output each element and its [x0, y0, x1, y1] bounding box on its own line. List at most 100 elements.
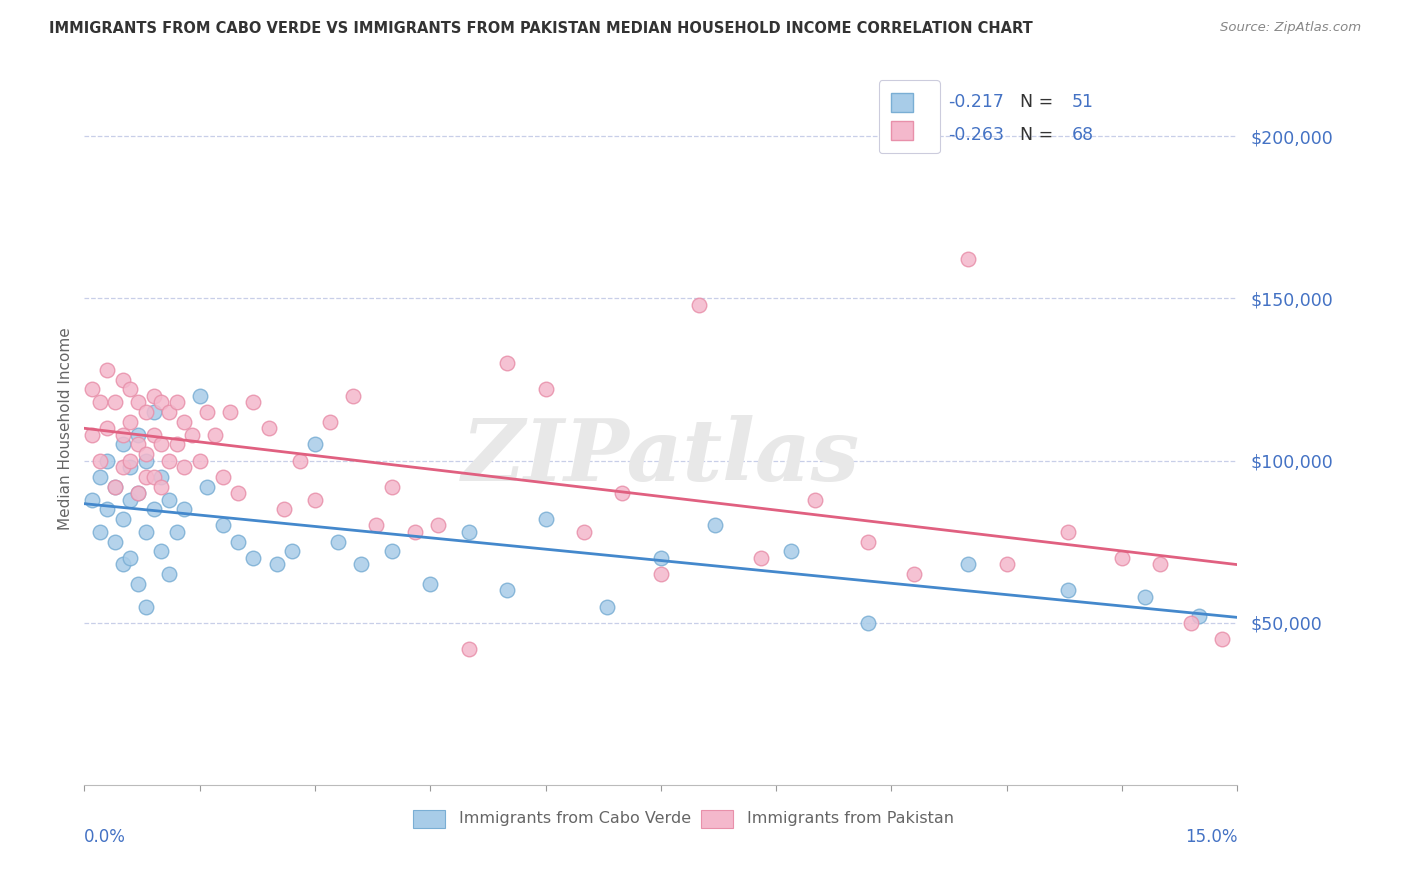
Text: -0.217: -0.217 — [948, 93, 1004, 111]
Point — [242, 550, 264, 565]
Point — [104, 395, 127, 409]
Point — [127, 395, 149, 409]
Text: R =: R = — [893, 127, 931, 145]
Point — [157, 492, 180, 507]
Point — [135, 470, 157, 484]
Point — [135, 524, 157, 539]
Point — [120, 550, 142, 565]
Point — [749, 550, 772, 565]
Point — [166, 395, 188, 409]
Text: IMMIGRANTS FROM CABO VERDE VS IMMIGRANTS FROM PAKISTAN MEDIAN HOUSEHOLD INCOME C: IMMIGRANTS FROM CABO VERDE VS IMMIGRANTS… — [49, 21, 1033, 36]
Text: 68: 68 — [1071, 127, 1094, 145]
Point — [89, 470, 111, 484]
Point — [457, 641, 479, 656]
Point — [404, 524, 426, 539]
Point — [104, 479, 127, 493]
Text: Source: ZipAtlas.com: Source: ZipAtlas.com — [1220, 21, 1361, 34]
Point — [120, 460, 142, 475]
Point — [104, 479, 127, 493]
Point — [612, 486, 634, 500]
Point — [142, 427, 165, 442]
Point — [120, 382, 142, 396]
Point — [496, 583, 519, 598]
Point — [111, 372, 134, 386]
Point — [89, 453, 111, 467]
Y-axis label: Median Household Income: Median Household Income — [58, 326, 73, 530]
Point — [80, 382, 103, 396]
Point — [127, 486, 149, 500]
Point — [120, 453, 142, 467]
Point — [135, 453, 157, 467]
Text: 15.0%: 15.0% — [1185, 828, 1237, 846]
Point — [288, 453, 311, 467]
Point — [457, 524, 479, 539]
Point — [104, 534, 127, 549]
Point — [780, 544, 803, 558]
Point — [266, 558, 288, 572]
Point — [381, 479, 404, 493]
Bar — [702, 810, 734, 828]
Point — [142, 470, 165, 484]
Point — [135, 599, 157, 614]
Point — [195, 479, 218, 493]
Point — [319, 415, 342, 429]
Point — [96, 421, 118, 435]
Point — [157, 453, 180, 467]
Point — [111, 460, 134, 475]
Point — [995, 558, 1018, 572]
Point — [173, 502, 195, 516]
Point — [127, 437, 149, 451]
Bar — [413, 810, 446, 828]
Point — [188, 389, 211, 403]
Text: N =: N = — [1019, 93, 1059, 111]
Point — [381, 544, 404, 558]
Text: ZIPatlas: ZIPatlas — [461, 415, 860, 499]
Point — [957, 558, 980, 572]
Point — [150, 437, 173, 451]
Point — [166, 524, 188, 539]
Point — [304, 437, 326, 451]
Point — [534, 512, 557, 526]
Point — [80, 427, 103, 442]
Point — [350, 558, 373, 572]
Point — [957, 252, 980, 267]
Point — [111, 558, 134, 572]
Point — [257, 421, 280, 435]
Point — [211, 518, 233, 533]
Text: -0.263: -0.263 — [948, 127, 1004, 145]
Point — [326, 534, 349, 549]
Point — [366, 518, 388, 533]
Point — [1111, 550, 1133, 565]
Point — [111, 427, 134, 442]
Point — [226, 486, 249, 500]
Point — [195, 405, 218, 419]
Point — [157, 405, 180, 419]
Point — [120, 415, 142, 429]
Point — [150, 544, 173, 558]
Point — [1057, 524, 1080, 539]
Point — [419, 577, 441, 591]
Point — [135, 447, 157, 461]
Text: Immigrants from Cabo Verde: Immigrants from Cabo Verde — [460, 812, 692, 826]
Point — [111, 512, 134, 526]
Point — [96, 363, 118, 377]
Point — [127, 427, 149, 442]
Point — [534, 382, 557, 396]
Text: N =: N = — [1019, 127, 1059, 145]
Point — [242, 395, 264, 409]
Point — [127, 577, 149, 591]
Point — [188, 453, 211, 467]
Point — [496, 356, 519, 370]
Point — [596, 599, 619, 614]
Point — [142, 405, 165, 419]
Point — [273, 502, 295, 516]
Text: 51: 51 — [1071, 93, 1094, 111]
Point — [96, 502, 118, 516]
Text: 0.0%: 0.0% — [84, 828, 127, 846]
Point — [572, 524, 595, 539]
Point — [211, 470, 233, 484]
Point — [858, 615, 880, 630]
Point — [150, 395, 173, 409]
Point — [157, 567, 180, 582]
Point — [903, 567, 925, 582]
